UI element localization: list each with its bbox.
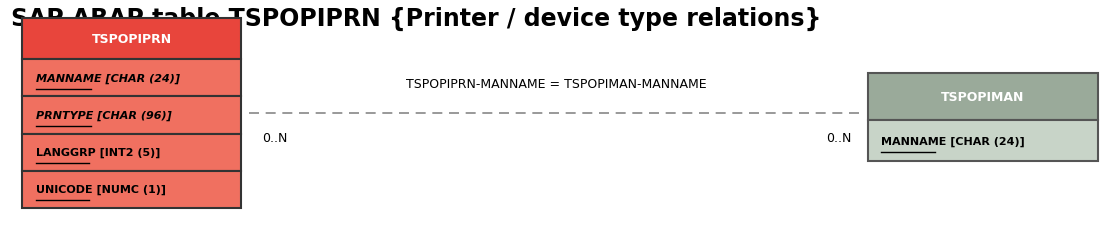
Text: MANNAME [CHAR (24)]: MANNAME [CHAR (24)] — [881, 136, 1025, 146]
Text: TSPOPIMAN: TSPOPIMAN — [941, 91, 1025, 103]
FancyBboxPatch shape — [22, 171, 241, 208]
Text: TSPOPIPRN: TSPOPIPRN — [92, 33, 171, 46]
Text: SAP ABAP table TSPOPIPRN {Printer / device type relations}: SAP ABAP table TSPOPIPRN {Printer / devi… — [11, 7, 822, 31]
Text: MANNAME [CHAR (24)]: MANNAME [CHAR (24)] — [36, 73, 180, 84]
Text: UNICODE [NUMC (1)]: UNICODE [NUMC (1)] — [36, 184, 166, 195]
FancyBboxPatch shape — [22, 60, 241, 97]
FancyBboxPatch shape — [22, 97, 241, 134]
FancyBboxPatch shape — [868, 120, 1098, 162]
Text: 0..N: 0..N — [825, 131, 851, 144]
FancyBboxPatch shape — [22, 134, 241, 171]
Text: 0..N: 0..N — [262, 131, 288, 144]
Text: LANGGRP [INT2 (5)]: LANGGRP [INT2 (5)] — [36, 147, 160, 158]
Text: PRNTYPE [CHAR (96)]: PRNTYPE [CHAR (96)] — [36, 110, 171, 121]
FancyBboxPatch shape — [22, 18, 241, 60]
Text: TSPOPIPRN-MANNAME = TSPOPIMAN-MANNAME: TSPOPIPRN-MANNAME = TSPOPIMAN-MANNAME — [407, 78, 707, 91]
FancyBboxPatch shape — [868, 74, 1098, 120]
